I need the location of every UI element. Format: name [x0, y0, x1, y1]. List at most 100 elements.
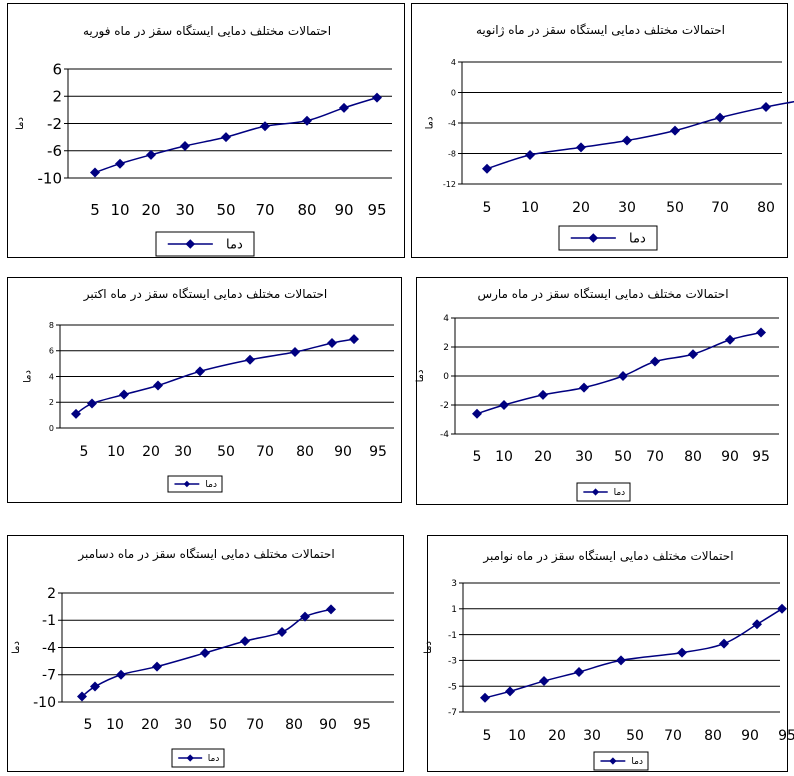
data-point — [300, 611, 310, 622]
data-point — [77, 691, 87, 702]
legend-label: دما — [205, 480, 217, 490]
chart-dec: احتمالات مختلف دمایی ایستگاه سقز در ماه … — [11, 547, 394, 768]
data-point — [576, 142, 586, 153]
data-point — [115, 158, 125, 169]
x-tick-label: 10 — [521, 200, 539, 216]
y-tick-label: 2 — [47, 586, 56, 602]
y-tick-label: -1 — [42, 613, 56, 629]
y-tick-label: 8 — [49, 321, 54, 330]
x-tick-label: 50 — [209, 717, 227, 733]
y-tick-label: -4 — [42, 640, 56, 656]
data-point — [327, 338, 337, 349]
data-point — [349, 334, 359, 345]
y-tick-label: 0 — [451, 88, 456, 97]
y-axis-label: دما — [415, 370, 426, 383]
chart-panel-feb: احتمالات مختلف دمایی ایستگاه سقز در ماه … — [7, 3, 405, 258]
x-tick-label: 30 — [583, 728, 601, 744]
x-tick-label: 10 — [106, 717, 124, 733]
y-tick-label: 3 — [451, 579, 457, 589]
x-tick-label: 70 — [711, 200, 729, 216]
x-tick-label: 90 — [721, 449, 739, 465]
x-tick-label: 95 — [778, 728, 794, 744]
data-point — [277, 627, 287, 638]
data-point — [622, 135, 632, 146]
y-axis-label: دما — [423, 641, 434, 654]
data-point — [525, 150, 535, 161]
x-tick-label: 30 — [575, 449, 593, 465]
y-axis-label: دما — [15, 117, 26, 130]
legend-label: دما — [226, 238, 243, 253]
chart-title: احتمالات مختلف دمایی ایستگاه سقز در ماه … — [477, 287, 728, 302]
data-point — [119, 389, 129, 400]
chart-panel-jan: احتمالات مختلف دمایی ایستگاه سقز در ماه … — [411, 3, 794, 258]
x-tick-label: 5 — [473, 449, 482, 465]
x-tick-label: 70 — [664, 728, 682, 744]
y-tick-label: -5 — [448, 682, 457, 692]
data-point — [761, 101, 771, 112]
data-point — [200, 647, 210, 658]
y-tick-label: -12 — [443, 180, 456, 189]
x-tick-label: 70 — [646, 449, 664, 465]
chart-oct: احتمالات مختلف دمایی ایستگاه سقز در ماه … — [22, 287, 394, 493]
y-tick-label: 2 — [52, 88, 62, 106]
x-tick-label: 30 — [174, 444, 192, 460]
x-tick-label: 20 — [142, 444, 160, 460]
y-tick-label: -10 — [33, 695, 56, 711]
y-tick-label: 0 — [49, 424, 54, 433]
data-point — [618, 371, 628, 381]
data-point — [670, 125, 680, 136]
data-point — [579, 382, 589, 393]
x-tick-label: 5 — [483, 728, 492, 744]
y-tick-label: -7 — [42, 668, 56, 684]
y-tick-label: -2 — [47, 115, 62, 133]
chart-title: احتمالات مختلف دمایی ایستگاه سقز در ماه … — [83, 287, 328, 302]
chart-panel-oct: احتمالات مختلف دمایی ایستگاه سقز در ماه … — [7, 277, 402, 503]
x-tick-label: 10 — [107, 444, 125, 460]
legend: دما — [558, 225, 658, 251]
data-point — [290, 347, 300, 358]
y-tick-label: -8 — [448, 149, 456, 158]
x-tick-label: 95 — [369, 444, 387, 460]
data-point — [650, 356, 660, 367]
data-point — [725, 334, 735, 345]
data-point — [715, 112, 725, 123]
y-tick-label: -6 — [47, 142, 62, 160]
x-tick-label: 50 — [614, 449, 632, 465]
data-point — [480, 692, 490, 703]
x-tick-label: 10 — [110, 201, 129, 219]
y-tick-label: -10 — [38, 169, 63, 187]
data-point — [245, 354, 255, 365]
x-tick-label: 30 — [175, 201, 194, 219]
data-point — [756, 327, 766, 338]
x-tick-label: 80 — [285, 717, 303, 733]
y-tick-label: -4 — [440, 430, 449, 440]
data-point — [499, 400, 509, 410]
x-tick-label: 90 — [741, 728, 759, 744]
data-point — [152, 661, 162, 672]
x-tick-label: 10 — [495, 449, 513, 465]
x-tick-label: 20 — [141, 201, 160, 219]
data-point — [372, 92, 382, 103]
x-tick-label: 70 — [246, 717, 264, 733]
y-tick-label: 0 — [443, 372, 449, 382]
data-point — [339, 102, 349, 113]
y-tick-label: -7 — [448, 708, 457, 718]
data-point — [302, 115, 312, 126]
chart-panel-mar: احتمالات مختلف دمایی ایستگاه سقز در ماه … — [415, 277, 788, 505]
y-tick-label: -1 — [448, 631, 457, 641]
x-tick-label: 5 — [90, 201, 100, 219]
x-tick-label: 20 — [572, 200, 590, 216]
x-tick-label: 95 — [752, 449, 770, 465]
data-point — [326, 604, 336, 615]
legend-label: دما — [208, 754, 220, 764]
data-point — [153, 380, 163, 391]
legend-label: دما — [629, 232, 646, 247]
x-tick-label: 20 — [548, 728, 566, 744]
data-point — [539, 676, 549, 687]
data-point — [688, 349, 698, 360]
series-line — [94, 96, 378, 174]
data-point — [538, 389, 548, 400]
x-tick-label: 95 — [367, 201, 386, 219]
x-tick-label: 80 — [684, 449, 702, 465]
y-tick-label: 4 — [49, 372, 54, 381]
